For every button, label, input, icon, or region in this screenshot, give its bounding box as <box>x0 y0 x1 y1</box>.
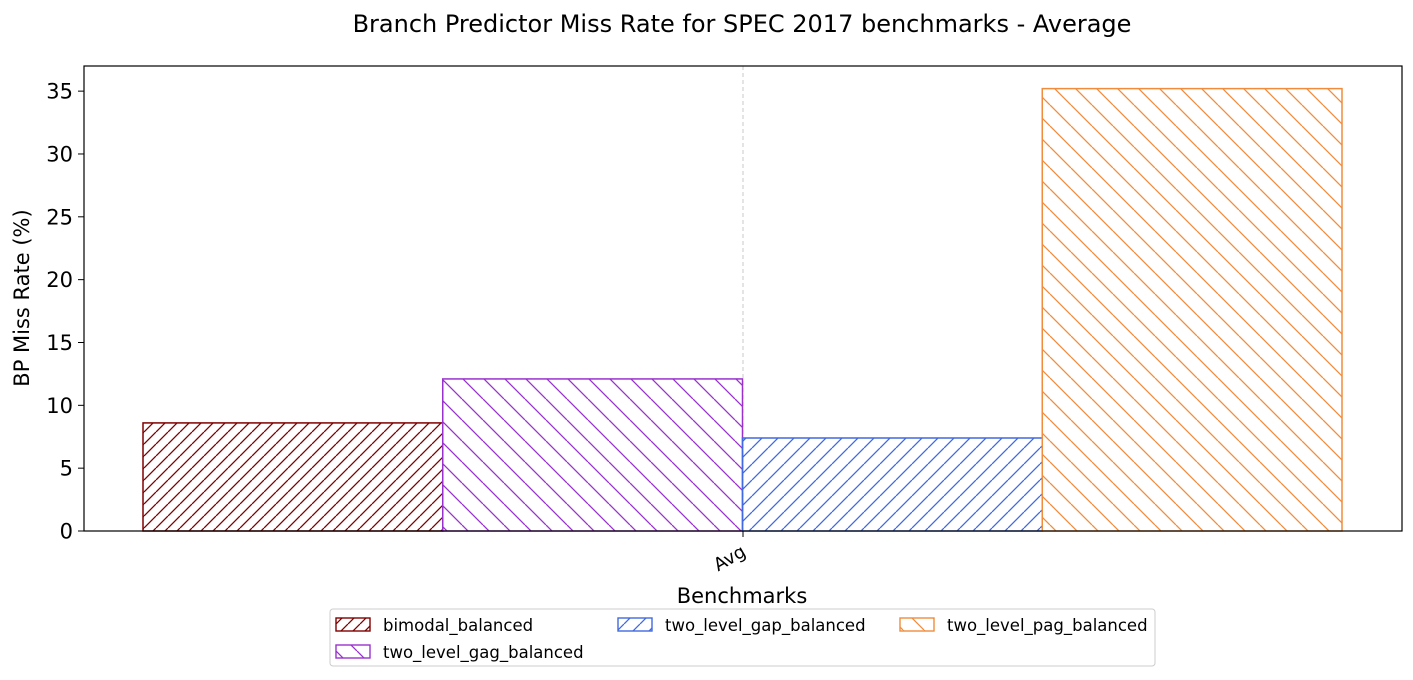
y-tick-label: 0 <box>60 520 73 544</box>
bars-group <box>142 87 1343 532</box>
x-tick-label: Avg <box>710 541 749 576</box>
y-tick-label: 20 <box>46 268 73 292</box>
x-axis: Avg <box>710 531 750 576</box>
chart-title: Branch Predictor Miss Rate for SPEC 2017… <box>353 10 1132 38</box>
legend-label: two_level_gap_balanced <box>665 616 866 636</box>
legend-frame <box>329 608 1156 667</box>
bar-two_level_pag_balanced <box>1041 87 1343 532</box>
y-axis: 0 5 10 15 20 25 30 35 <box>46 80 84 544</box>
x-axis-title: Benchmarks <box>677 584 808 608</box>
legend: bimodal_balanced two_level_gag_balanced tw… <box>329 608 1156 667</box>
y-tick-label: 25 <box>46 205 73 229</box>
y-tick-label: 10 <box>46 394 73 418</box>
y-tick-label: 35 <box>46 80 73 104</box>
legend-swatch-two_level_gap_balanced <box>617 617 653 632</box>
legend-label: bimodal_balanced <box>383 616 533 636</box>
legend-swatch-bimodal_balanced <box>335 617 371 632</box>
legend-swatch-two_level_gag_balanced <box>335 644 371 659</box>
y-tick-label: 5 <box>60 457 73 481</box>
y-tick-label: 15 <box>46 331 73 355</box>
legend-swatch-two_level_pag_balanced <box>899 617 935 632</box>
bar-two_level_gag_balanced <box>442 378 744 532</box>
legend-label: two_level_pag_balanced <box>947 616 1148 636</box>
y-axis-title: BP Miss Rate (%) <box>10 209 34 386</box>
legend-label: two_level_gag_balanced <box>383 643 584 663</box>
bar-bimodal_balanced <box>142 422 444 532</box>
bar-two_level_gap_balanced <box>741 437 1043 532</box>
y-tick-label: 30 <box>46 142 73 166</box>
